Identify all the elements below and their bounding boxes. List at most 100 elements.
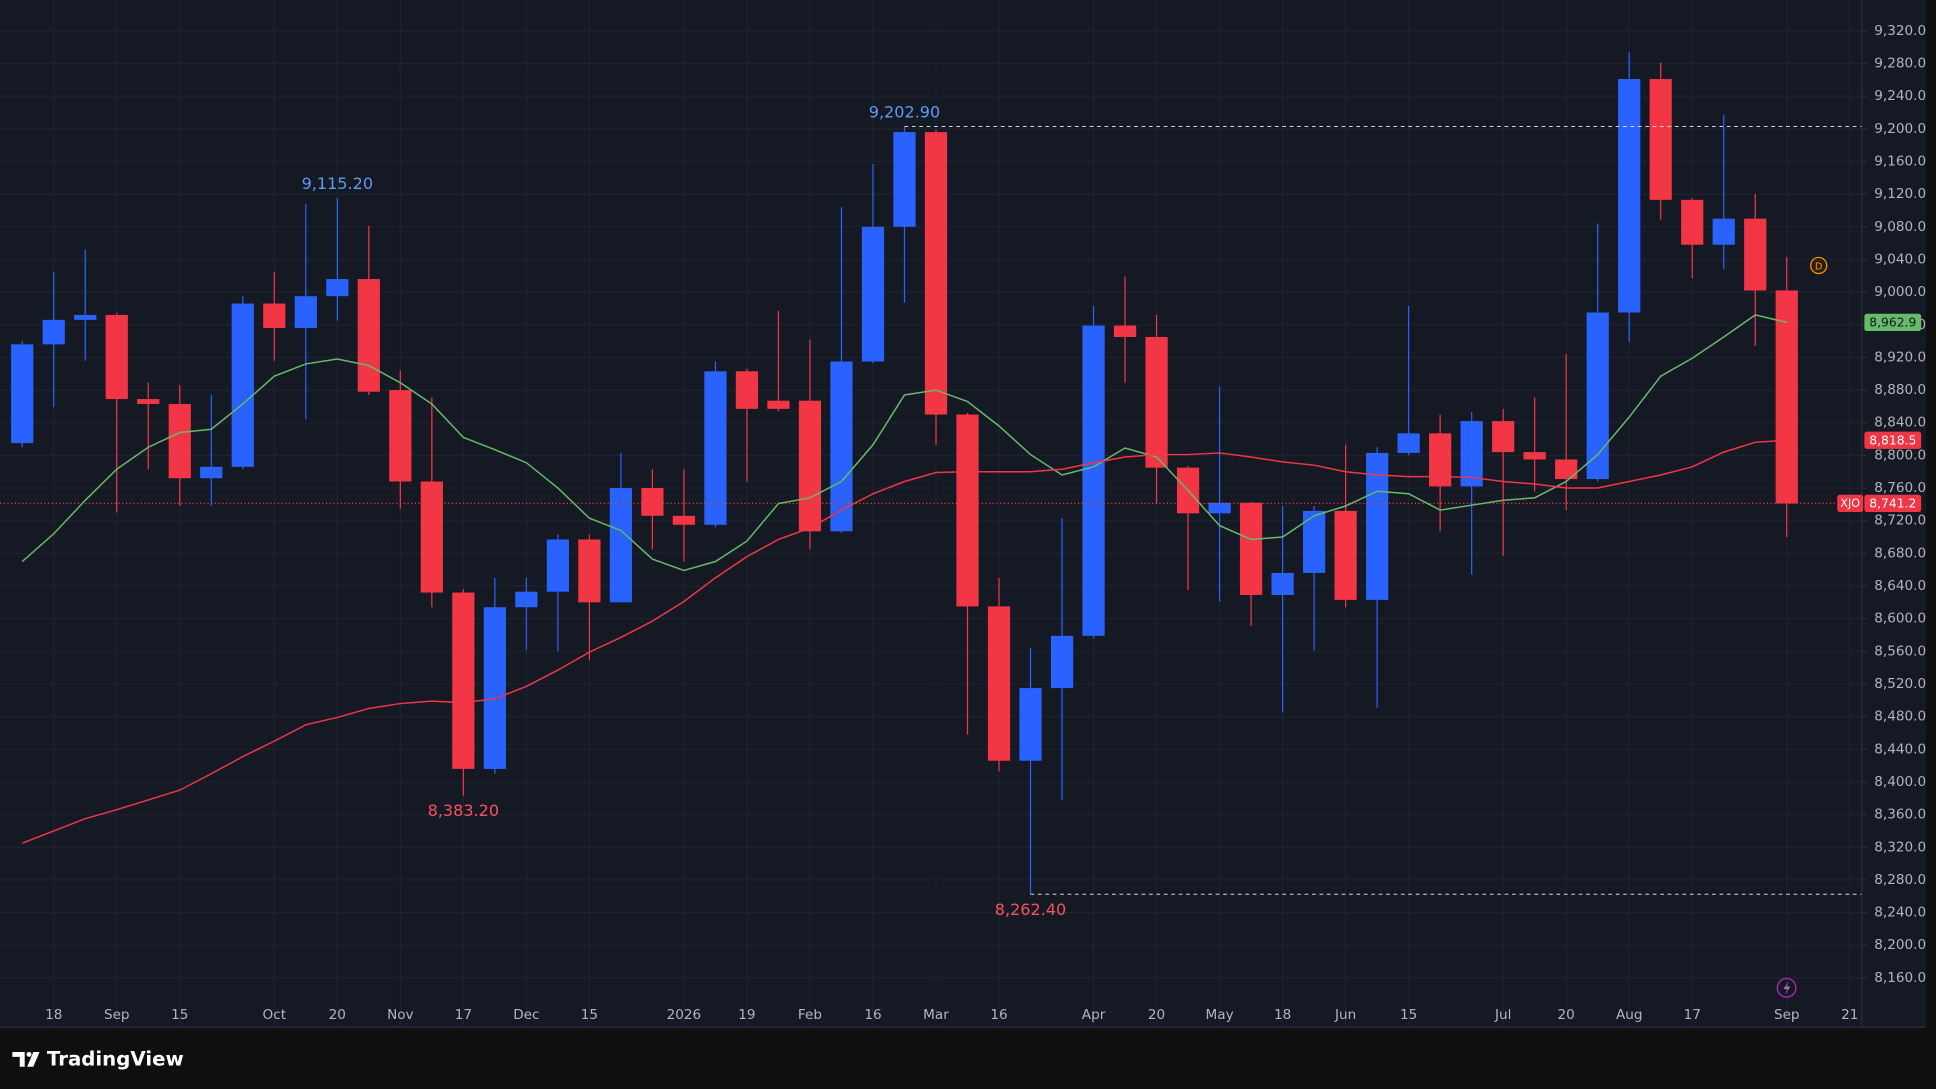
upcoming-event-icon[interactable] bbox=[1776, 977, 1797, 998]
candle-body bbox=[1113, 325, 1137, 338]
candle-body bbox=[578, 539, 601, 603]
price-tag-label: 8,818.5 bbox=[1869, 433, 1916, 447]
candle-body bbox=[42, 319, 65, 345]
candle-body bbox=[1523, 452, 1546, 460]
axes: 8,160.0 8,200.0 8,240.0 8,280.0 8,320.0 8,360… bbox=[45, 23, 1926, 1023]
candle-body bbox=[987, 606, 1011, 761]
x-tick-label: Dec bbox=[513, 1007, 539, 1023]
candle-body bbox=[452, 592, 475, 769]
candle-body bbox=[1429, 433, 1452, 487]
candle-body bbox=[1586, 312, 1609, 480]
price-tag-label: 8,962.9 bbox=[1869, 316, 1916, 330]
candle-body bbox=[483, 607, 506, 769]
x-tick-label: 15 bbox=[1400, 1007, 1417, 1023]
plot: 9,115.20 9,202.90 8,383.20 8,262.40 bbox=[0, 52, 1862, 919]
high-label: 9,202.90 bbox=[869, 102, 940, 121]
candle-body bbox=[672, 515, 696, 525]
candle-body bbox=[1302, 510, 1326, 573]
candle-body bbox=[515, 591, 538, 608]
y-tick-label: 8,240.0 bbox=[1874, 905, 1926, 921]
x-tick-label: 15 bbox=[171, 1007, 188, 1023]
candle-body bbox=[1681, 199, 1704, 245]
logo-mark bbox=[12, 1051, 25, 1067]
y-tick-label: 9,000.0 bbox=[1874, 284, 1926, 300]
candle-body bbox=[1239, 502, 1263, 595]
candle-body bbox=[609, 488, 633, 603]
lightning-glyph bbox=[1783, 981, 1791, 995]
y-tick-label: 9,200.0 bbox=[1874, 121, 1926, 137]
symbol-tag-label: XJO bbox=[1840, 497, 1860, 510]
y-tick-label: 8,880.0 bbox=[1874, 382, 1926, 398]
candle-body bbox=[1334, 510, 1357, 600]
x-tick-label: 17 bbox=[455, 1007, 472, 1023]
brand: TradingView bbox=[47, 1047, 184, 1070]
y-tick-label: 8,640.0 bbox=[1874, 578, 1926, 594]
candle-body bbox=[956, 414, 979, 607]
candle-body bbox=[168, 403, 191, 479]
x-tick-label: Feb bbox=[798, 1007, 822, 1023]
y-tick-label: 9,320.0 bbox=[1874, 23, 1926, 39]
moving-average-line bbox=[21, 439, 1787, 844]
candle-body bbox=[1555, 459, 1578, 480]
event-label[interactable]: D bbox=[1815, 262, 1823, 273]
x-tick-label: Oct bbox=[263, 1007, 286, 1023]
candle-body bbox=[798, 400, 822, 532]
x-tick-label: 18 bbox=[45, 1007, 62, 1023]
x-tick-label: 16 bbox=[864, 1007, 881, 1023]
symbol-tag bbox=[1837, 494, 1864, 513]
candle-body bbox=[1366, 452, 1389, 600]
x-tick-label: Mar bbox=[923, 1007, 949, 1023]
y-tick-label: 9,280.0 bbox=[1874, 56, 1926, 72]
candle-body bbox=[200, 466, 223, 479]
candle-body bbox=[1649, 79, 1672, 200]
x-tick-label: 2026 bbox=[667, 1007, 702, 1023]
high-label: 9,115.20 bbox=[302, 174, 373, 193]
x-tick-label: 16 bbox=[990, 1007, 1007, 1023]
y-tick-label: 8,680.0 bbox=[1874, 545, 1926, 561]
candle-body bbox=[1019, 688, 1042, 761]
candle-body bbox=[231, 303, 254, 467]
y-tick-label: 8,800.0 bbox=[1874, 447, 1926, 463]
candle-body bbox=[704, 371, 727, 525]
candle-body bbox=[861, 226, 885, 362]
event-marker[interactable] bbox=[1810, 256, 1828, 275]
candle-body bbox=[1271, 572, 1294, 595]
logo-dot bbox=[26, 1051, 32, 1057]
candle-body bbox=[924, 132, 948, 415]
y-tick-label: 8,560.0 bbox=[1874, 643, 1926, 659]
y-tick-label: 8,520.0 bbox=[1874, 676, 1926, 692]
candle-body bbox=[735, 371, 759, 409]
candle-body bbox=[1712, 218, 1735, 245]
candle-body bbox=[1618, 79, 1641, 313]
y-tick-label: 8,920.0 bbox=[1874, 349, 1926, 365]
candle-body bbox=[1208, 502, 1231, 514]
y-tick-label: 8,160.0 bbox=[1874, 970, 1926, 986]
y-tick-label: 8,360.0 bbox=[1874, 807, 1926, 823]
y-tick-label: 8,400.0 bbox=[1874, 774, 1926, 790]
price-tag-label: 8,741.2 bbox=[1869, 497, 1916, 511]
x-tick-label: 20 bbox=[1148, 1007, 1165, 1023]
candle-body bbox=[420, 481, 443, 593]
candle-body bbox=[389, 390, 412, 482]
candle-body bbox=[11, 344, 34, 444]
x-tick-label: Nov bbox=[387, 1007, 413, 1023]
logo[interactable]: TradingView bbox=[12, 1047, 184, 1070]
candle-body bbox=[546, 539, 569, 592]
x-tick-label: Sep bbox=[104, 1007, 130, 1023]
candle-body bbox=[1460, 421, 1483, 487]
y-tick-label: 8,760.0 bbox=[1874, 480, 1926, 496]
candle-body bbox=[326, 279, 349, 297]
candle-body bbox=[1050, 635, 1074, 689]
candle-body bbox=[105, 314, 128, 400]
y-tick-label: 8,200.0 bbox=[1874, 937, 1926, 953]
candle-body bbox=[1397, 433, 1420, 453]
low-label: 8,262.40 bbox=[995, 900, 1066, 919]
candle-body bbox=[74, 314, 97, 320]
y-tick-label: 9,120.0 bbox=[1874, 186, 1926, 202]
y-tick-label: 9,080.0 bbox=[1874, 219, 1926, 235]
candle-body bbox=[137, 399, 160, 404]
y-tick-label: 8,600.0 bbox=[1874, 611, 1926, 627]
candle-body bbox=[1145, 337, 1168, 468]
x-tick-label: 19 bbox=[738, 1007, 755, 1023]
